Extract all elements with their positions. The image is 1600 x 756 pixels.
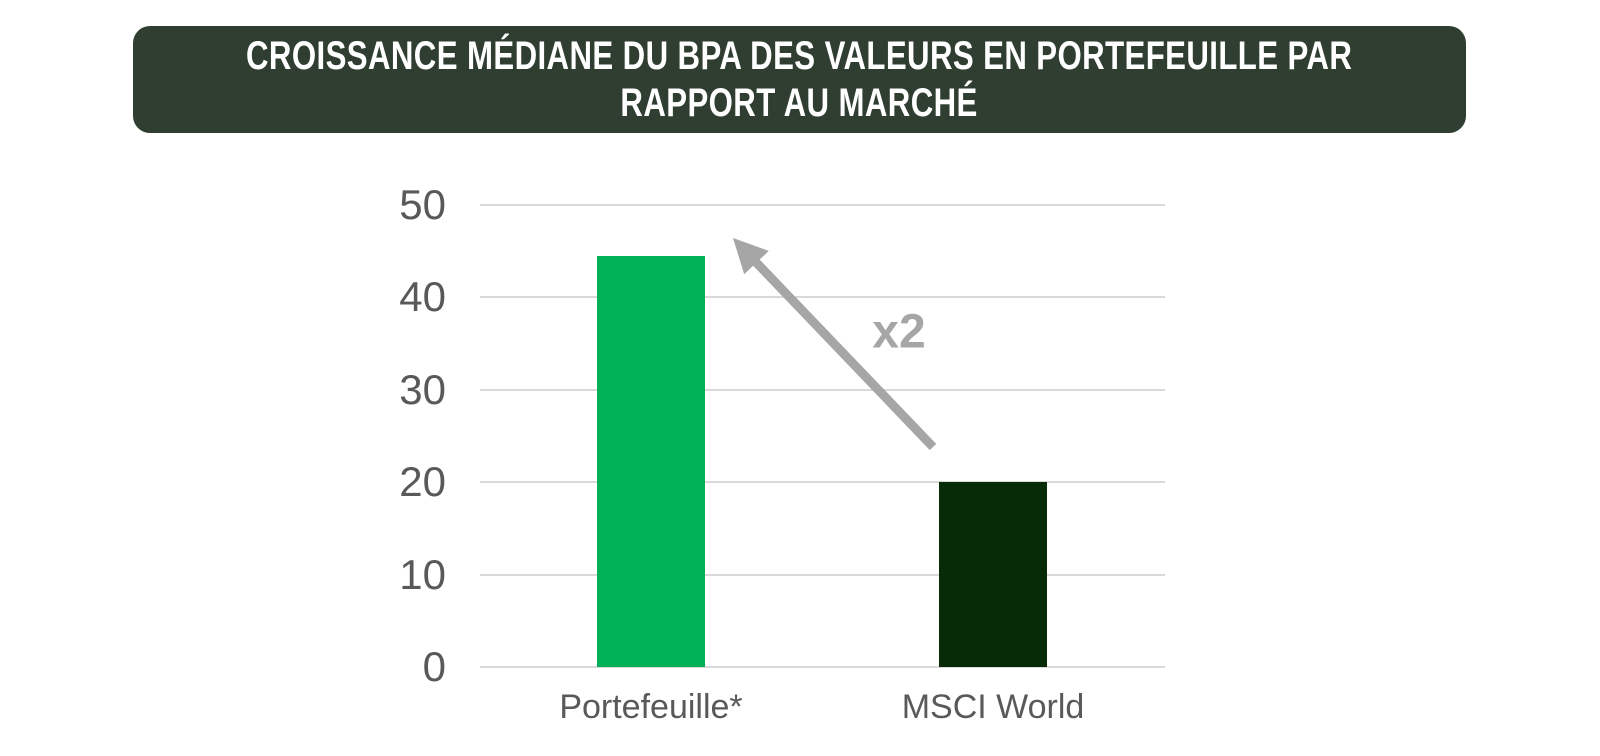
y-tick-label: 30 xyxy=(399,365,446,413)
gridline xyxy=(480,388,1165,391)
y-tick-label: 20 xyxy=(399,458,446,506)
bar-portefeuille xyxy=(597,255,705,667)
gridline xyxy=(480,481,1165,484)
gridline xyxy=(480,204,1165,206)
bar-msci-world xyxy=(939,482,1047,667)
gridline xyxy=(480,573,1165,576)
x2-annotation: x2 xyxy=(872,305,926,359)
chart-title-banner: CROISSANCE MÉDIANE DU BPA DES VALEURS EN… xyxy=(133,26,1466,133)
chart-title-line-1: CROISSANCE MÉDIANE DU BPA DES VALEURS EN… xyxy=(246,33,1353,78)
y-tick-label: 50 xyxy=(399,181,446,228)
x-category-label: Portefeuille* xyxy=(559,688,743,726)
gridline xyxy=(480,296,1165,299)
y-tick-label: 0 xyxy=(422,643,446,690)
plot-area xyxy=(480,204,1165,668)
gridline xyxy=(480,666,1165,668)
x-category-label: MSCI World xyxy=(901,688,1085,726)
y-tick-label: 10 xyxy=(399,550,446,598)
chart-title-line-2: RAPPORT AU MARCHÉ xyxy=(620,80,979,125)
y-tick-label: 40 xyxy=(399,273,446,321)
